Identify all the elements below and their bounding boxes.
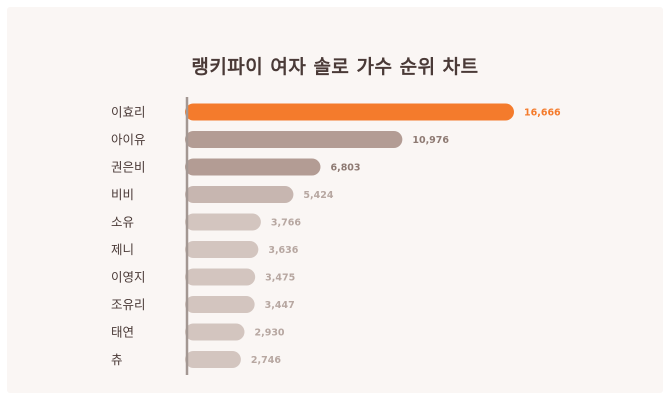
category-label: 비비 xyxy=(111,187,134,202)
bar xyxy=(185,131,403,148)
value-label: 3,636 xyxy=(268,245,298,256)
value-label: 3,766 xyxy=(271,218,301,229)
category-label: 태연 xyxy=(111,325,134,340)
value-label: 3,475 xyxy=(265,273,295,284)
bar xyxy=(185,323,245,341)
value-label: 2,746 xyxy=(251,355,281,366)
bar xyxy=(185,158,321,176)
value-label: 10,976 xyxy=(412,135,449,146)
category-label: 아이유 xyxy=(111,132,146,147)
value-label: 3,447 xyxy=(265,300,295,311)
category-label: 츄 xyxy=(111,352,123,367)
category-label: 조유리 xyxy=(111,297,146,312)
bar xyxy=(185,351,241,368)
bar xyxy=(185,213,261,231)
bar xyxy=(185,186,294,203)
category-label: 이효리 xyxy=(111,105,146,120)
category-label: 소유 xyxy=(111,215,134,230)
value-label: 5,424 xyxy=(303,190,333,201)
bar xyxy=(185,296,255,313)
chart-card xyxy=(7,7,663,393)
category-label: 권은비 xyxy=(111,160,146,175)
category-label: 이영지 xyxy=(111,270,146,285)
value-label: 2,930 xyxy=(254,328,284,339)
bar xyxy=(185,103,514,121)
value-label: 16,666 xyxy=(524,108,561,119)
chart-title: 랭키파이 여자 솔로 가수 순위 차트 xyxy=(191,56,479,78)
bar xyxy=(185,241,259,258)
category-label: 제니 xyxy=(111,242,134,257)
bar xyxy=(185,268,256,286)
value-label: 6,803 xyxy=(330,163,360,174)
